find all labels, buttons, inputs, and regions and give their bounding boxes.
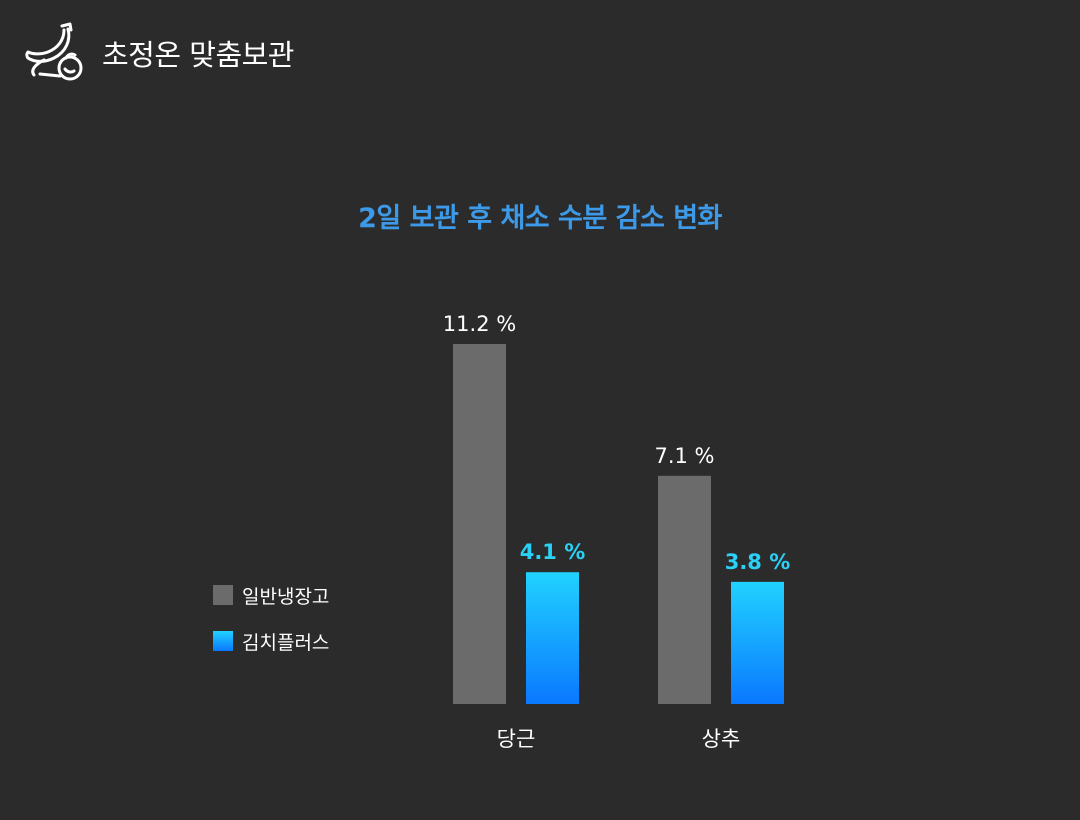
bar-kimchi-0 [526,572,579,704]
header: 초정온 맞춤보관 [22,18,294,88]
chart-title: 2일 보관 후 채소 수분 감소 변화 [358,203,722,234]
data-label: 7.1 % [654,444,714,468]
category-label: 상추 [702,727,741,751]
legend-item-series-0: 일반냉장고 [213,580,329,610]
data-label: 3.8 % [725,550,791,574]
header-title: 초정온 맞춤보관 [102,38,294,72]
legend-item-series-1: 김치플러스 [213,626,329,656]
legend-label: 일반냉장고 [242,585,330,608]
legend-swatch-blue [213,631,233,651]
category-label: 당근 [497,727,536,751]
legend-swatch-gray [213,585,233,605]
legend-label: 김치플러스 [242,631,330,654]
bar-kimchi-1 [731,581,784,704]
data-label: 4.1 % [520,540,586,564]
legend: 일반냉장고 김치플러스 [213,580,329,672]
bar-general-1 [658,475,711,704]
bar-general-0 [453,344,506,704]
data-label: 11.2 % [443,312,516,336]
banana-eggplant-icon [25,22,83,81]
